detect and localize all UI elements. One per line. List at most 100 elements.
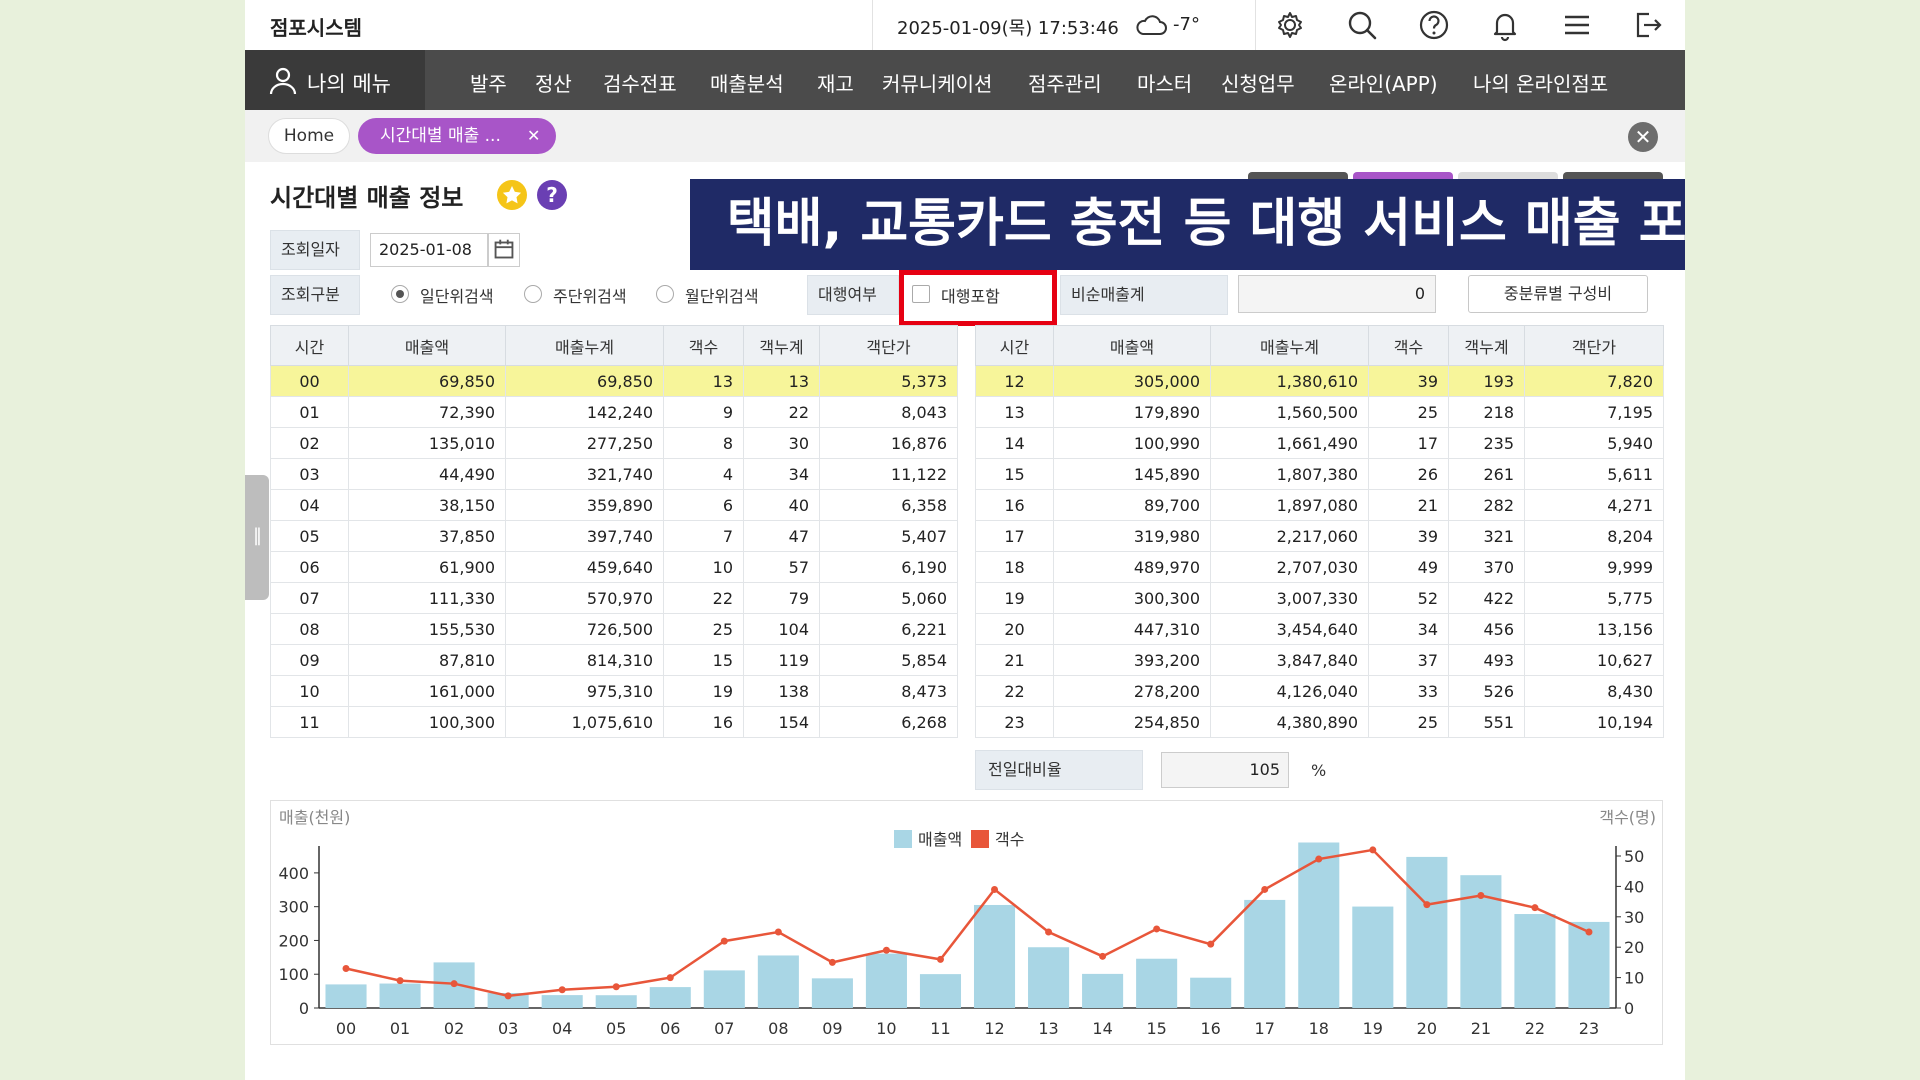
table-row[interactable]: 16 89,700 1,897,080 21 282 4,271 — [975, 489, 1664, 521]
table-cell: 277,250 — [505, 427, 664, 459]
nav-item-inspection[interactable]: 검수전표 — [603, 72, 677, 96]
radio-weekly[interactable] — [524, 285, 542, 303]
table-row[interactable]: 14 100,990 1,661,490 17 235 5,940 — [975, 427, 1664, 459]
table-cell: 34 — [743, 458, 820, 490]
table-cell: 4,271 — [1524, 489, 1664, 521]
table-row[interactable]: 21 393,200 3,847,840 37 493 10,627 — [975, 644, 1664, 676]
table-header-row: 시간 매출액 매출누계 객수 객누계 객단가 — [975, 325, 1664, 366]
table-row[interactable]: 11 100,300 1,075,610 16 154 6,268 — [270, 706, 958, 738]
x-tick-label: 12 — [984, 1019, 1004, 1038]
x-tick-label: 00 — [336, 1019, 356, 1038]
legend-label-sales: 매출액 — [918, 830, 962, 849]
nav-item-communication[interactable]: 커뮤니케이션 — [882, 72, 993, 96]
point-customers-12 — [991, 885, 999, 893]
x-tick-label: 08 — [768, 1019, 788, 1038]
table-cell: 39 — [1368, 520, 1449, 552]
logout-icon[interactable] — [1631, 8, 1665, 42]
nav-item-settlement[interactable]: 정산 — [535, 72, 572, 96]
table-row[interactable]: 17 319,980 2,217,060 39 321 8,204 — [975, 520, 1664, 552]
line-customers — [345, 848, 1590, 998]
table-row[interactable]: 20 447,310 3,454,640 34 456 13,156 — [975, 613, 1664, 645]
bell-icon[interactable] — [1488, 8, 1522, 42]
calendar-icon[interactable] — [488, 233, 520, 267]
y-tick-label: 400 — [278, 864, 309, 883]
nav-item-master[interactable]: 마스터 — [1137, 72, 1193, 96]
radio-monthly[interactable] — [656, 285, 674, 303]
table-cell: 06 — [270, 551, 349, 583]
table-row[interactable]: 06 61,900 459,640 10 57 6,190 — [270, 551, 958, 583]
header-customers-cumulative: 객누계 — [1448, 325, 1525, 366]
nav-item-inventory[interactable]: 재고 — [817, 72, 854, 96]
header-customers: 객수 — [663, 325, 744, 366]
bar-sales-09 — [811, 978, 853, 1008]
favorite-star-icon[interactable] — [497, 180, 527, 210]
table-row[interactable]: 22 278,200 4,126,040 33 526 8,430 — [975, 675, 1664, 707]
table-cell: 393,200 — [1053, 644, 1211, 676]
nav-item-my-online-store[interactable]: 나의 온라인점포 — [1473, 72, 1609, 96]
tab-home[interactable]: Home — [268, 118, 350, 154]
table-row[interactable]: 15 145,890 1,807,380 26 261 5,611 — [975, 458, 1664, 490]
gear-icon[interactable] — [1273, 8, 1307, 42]
nav-item-owner-management[interactable]: 점주관리 — [1028, 72, 1102, 96]
table-row[interactable]: 04 38,150 359,890 6 40 6,358 — [270, 489, 958, 521]
side-panel-handle[interactable] — [245, 475, 269, 600]
radio-daily[interactable] — [391, 285, 409, 303]
table-row[interactable]: 03 44,490 321,740 4 34 11,122 — [270, 458, 958, 490]
point-customers-05 — [612, 983, 620, 991]
tab-hourly-sales[interactable]: 시간대별 매출 ... — [358, 118, 556, 154]
point-customers-08 — [774, 928, 782, 936]
table-cell: 493 — [1448, 644, 1525, 676]
table-cell: 22 — [663, 582, 744, 614]
table-cell: 218 — [1448, 396, 1525, 428]
table-cell: 23 — [975, 706, 1054, 738]
table-row[interactable]: 18 489,970 2,707,030 49 370 9,999 — [975, 551, 1664, 583]
table-row[interactable]: 01 72,390 142,240 9 22 8,043 — [270, 396, 958, 428]
table-row[interactable]: 12 305,000 1,380,610 39 193 7,820 — [975, 365, 1664, 397]
table-cell: 89,700 — [1053, 489, 1211, 521]
my-menu-button[interactable]: 나의 메뉴 — [245, 50, 425, 110]
point-customers-02 — [450, 980, 458, 988]
help-circle-icon[interactable] — [1417, 8, 1451, 42]
table-cell: 34 — [1368, 613, 1449, 645]
table-cell: 79 — [743, 582, 820, 614]
nav-item-online-app[interactable]: 온라인(APP) — [1329, 72, 1438, 96]
table-row[interactable]: 19 300,300 3,007,330 52 422 5,775 — [975, 582, 1664, 614]
table-row[interactable]: 13 179,890 1,560,500 25 218 7,195 — [975, 396, 1664, 428]
agency-include-checkbox[interactable] — [912, 285, 930, 303]
bar-sales-18 — [1298, 842, 1340, 1008]
x-tick-label: 10 — [876, 1019, 896, 1038]
table-cell: 526 — [1448, 675, 1525, 707]
table-row[interactable]: 09 87,810 814,310 15 119 5,854 — [270, 644, 958, 676]
search-icon[interactable] — [1345, 8, 1379, 42]
table-row[interactable]: 07 111,330 570,970 22 79 5,060 — [270, 582, 958, 614]
x-tick-label: 15 — [1146, 1019, 1166, 1038]
hamburger-menu-icon[interactable] — [1560, 8, 1594, 42]
nav-item-sales-analysis[interactable]: 매출분석 — [710, 72, 784, 96]
table-row[interactable]: 23 254,850 4,380,890 25 551 10,194 — [975, 706, 1664, 738]
mid-category-ratio-button[interactable]: 중분류별 구성비 — [1468, 275, 1648, 313]
table-cell: 193 — [1448, 365, 1525, 397]
table-row[interactable]: 10 161,000 975,310 19 138 8,473 — [270, 675, 958, 707]
page-help-button[interactable]: ? — [537, 180, 567, 210]
date-input[interactable]: 2025-01-08 — [370, 233, 488, 267]
table-cell: 8,430 — [1524, 675, 1664, 707]
table-row[interactable]: 05 37,850 397,740 7 47 5,407 — [270, 520, 958, 552]
chart-panel: 매출(천원) 객수(명) 0 100 200 300 400 0 10 20 30 40 50 매출액 객수… — [270, 800, 1663, 1045]
tab-close-icon[interactable]: ✕ — [527, 126, 541, 145]
bar-sales-11 — [919, 974, 962, 1008]
y2-axis-title: 객수(명) — [1599, 808, 1656, 827]
prev-day-ratio-value: 105 — [1161, 752, 1289, 788]
close-all-tabs-icon[interactable]: ✕ — [1628, 122, 1658, 152]
nav-item-order[interactable]: 발주 — [470, 72, 507, 96]
table-row[interactable]: 08 155,530 726,500 25 104 6,221 — [270, 613, 958, 645]
x-tick-label: 05 — [606, 1019, 626, 1038]
nav-item-applications[interactable]: 신청업무 — [1221, 72, 1295, 96]
table-cell: 6,268 — [819, 706, 958, 738]
table-row[interactable]: 00 69,850 69,850 13 13 5,373 — [270, 365, 958, 397]
table-cell: 6,221 — [819, 613, 958, 645]
agency-include-label: 대행포함 — [941, 287, 1000, 306]
table-cell: 2,217,060 — [1210, 520, 1369, 552]
table-cell: 5,611 — [1524, 458, 1664, 490]
table-row[interactable]: 02 135,010 277,250 8 30 16,876 — [270, 427, 958, 459]
non-net-sales-label: 비순매출계 — [1060, 275, 1228, 315]
